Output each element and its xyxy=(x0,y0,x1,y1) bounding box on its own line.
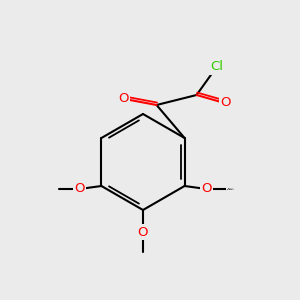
Text: O: O xyxy=(201,182,212,196)
Text: methoxy: methoxy xyxy=(229,188,235,190)
Text: O: O xyxy=(118,92,129,106)
Text: Cl: Cl xyxy=(210,61,223,74)
Text: methoxy: methoxy xyxy=(228,188,234,189)
Text: O: O xyxy=(74,182,85,196)
Text: O: O xyxy=(220,97,231,110)
Text: methoxy: methoxy xyxy=(226,188,233,190)
Text: O: O xyxy=(138,226,148,238)
